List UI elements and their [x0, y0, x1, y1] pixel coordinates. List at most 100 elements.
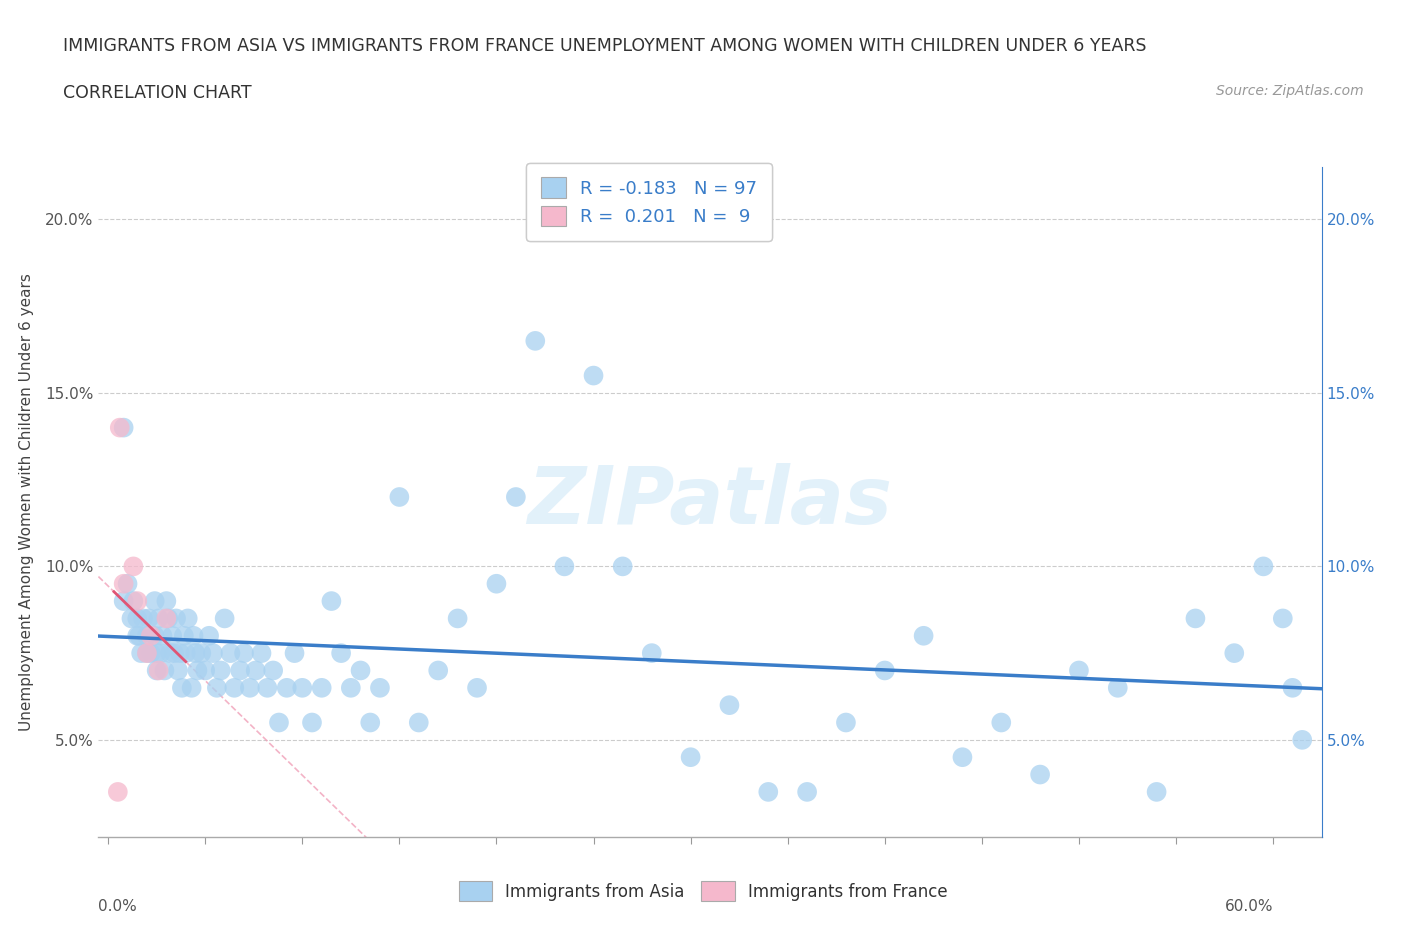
- Point: [139, 629, 162, 644]
- Text: 60.0%: 60.0%: [1225, 899, 1272, 914]
- Point: [219, 645, 242, 660]
- Point: [359, 715, 381, 730]
- Point: [301, 715, 323, 730]
- Point: [205, 681, 228, 696]
- Point: [1291, 733, 1313, 748]
- Point: [148, 663, 170, 678]
- Point: [170, 681, 193, 696]
- Point: [612, 559, 634, 574]
- Point: [276, 681, 298, 696]
- Point: [796, 785, 818, 800]
- Text: 0.0%: 0.0%: [98, 899, 138, 914]
- Point: [177, 611, 200, 626]
- Point: [427, 663, 450, 678]
- Point: [127, 611, 149, 626]
- Point: [190, 645, 212, 660]
- Point: [127, 629, 149, 644]
- Point: [152, 629, 174, 644]
- Point: [990, 715, 1012, 730]
- Point: [184, 645, 207, 660]
- Point: [143, 593, 166, 608]
- Point: [180, 681, 202, 696]
- Point: [153, 663, 176, 678]
- Point: [233, 645, 256, 660]
- Text: IMMIGRANTS FROM ASIA VS IMMIGRANTS FROM FRANCE UNEMPLOYMENT AMONG WOMEN WITH CHI: IMMIGRANTS FROM ASIA VS IMMIGRANTS FROM …: [63, 37, 1147, 55]
- Point: [262, 663, 284, 678]
- Point: [214, 611, 236, 626]
- Point: [122, 559, 145, 574]
- Legend: Immigrants from Asia, Immigrants from France: Immigrants from Asia, Immigrants from Fr…: [447, 870, 959, 912]
- Point: [120, 611, 142, 626]
- Point: [1281, 681, 1303, 696]
- Legend: R = -0.183   N = 97, R =  0.201   N =  9: R = -0.183 N = 97, R = 0.201 N = 9: [526, 163, 772, 241]
- Point: [155, 611, 177, 626]
- Point: [165, 611, 187, 626]
- Point: [198, 629, 221, 644]
- Point: [143, 629, 166, 644]
- Point: [159, 645, 181, 660]
- Point: [679, 750, 702, 764]
- Point: [224, 681, 246, 696]
- Point: [1253, 559, 1275, 574]
- Point: [873, 663, 896, 678]
- Point: [194, 663, 217, 678]
- Point: [128, 629, 150, 644]
- Point: [311, 681, 333, 696]
- Point: [1223, 645, 1246, 660]
- Point: [1029, 767, 1052, 782]
- Point: [641, 645, 664, 660]
- Point: [186, 663, 208, 678]
- Y-axis label: Unemployment Among Women with Children Under 6 years: Unemployment Among Women with Children U…: [20, 273, 34, 731]
- Point: [157, 611, 180, 626]
- Point: [155, 593, 177, 608]
- Text: CORRELATION CHART: CORRELATION CHART: [63, 84, 252, 101]
- Point: [239, 681, 262, 696]
- Point: [485, 577, 508, 591]
- Point: [132, 611, 155, 626]
- Point: [1271, 611, 1294, 626]
- Point: [148, 611, 170, 626]
- Point: [250, 645, 273, 660]
- Point: [229, 663, 252, 678]
- Point: [388, 489, 411, 504]
- Text: ZIPatlas: ZIPatlas: [527, 463, 893, 541]
- Point: [136, 629, 159, 644]
- Point: [340, 681, 363, 696]
- Point: [582, 368, 605, 383]
- Point: [330, 645, 353, 660]
- Point: [446, 611, 468, 626]
- Point: [107, 785, 129, 800]
- Point: [127, 593, 149, 608]
- Point: [139, 645, 162, 660]
- Point: [163, 645, 186, 660]
- Point: [291, 681, 314, 696]
- Point: [912, 629, 935, 644]
- Point: [112, 420, 135, 435]
- Point: [718, 698, 741, 712]
- Point: [136, 645, 159, 660]
- Point: [465, 681, 488, 696]
- Point: [283, 645, 305, 660]
- Point: [138, 611, 160, 626]
- Point: [112, 577, 135, 591]
- Point: [160, 629, 183, 644]
- Point: [1184, 611, 1206, 626]
- Point: [1067, 663, 1090, 678]
- Point: [129, 645, 152, 660]
- Point: [245, 663, 267, 678]
- Point: [524, 334, 547, 349]
- Point: [167, 663, 190, 678]
- Point: [553, 559, 575, 574]
- Point: [267, 715, 290, 730]
- Point: [183, 629, 205, 644]
- Point: [756, 785, 779, 800]
- Point: [173, 629, 195, 644]
- Point: [122, 593, 145, 608]
- Point: [149, 645, 172, 660]
- Point: [145, 663, 167, 678]
- Point: [321, 593, 343, 608]
- Point: [256, 681, 278, 696]
- Point: [136, 645, 159, 660]
- Point: [505, 489, 527, 504]
- Point: [408, 715, 430, 730]
